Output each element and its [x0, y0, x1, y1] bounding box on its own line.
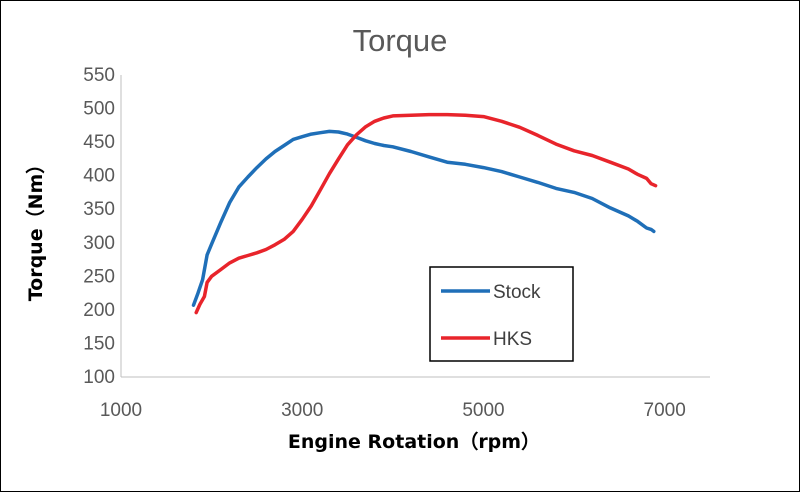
x-tick-label: 1000: [100, 400, 142, 421]
series-line-hks: [194, 112, 658, 315]
x-tick-label: 3000: [281, 400, 323, 421]
y-tick-label: 150: [83, 333, 115, 354]
x-tick-label: 7000: [644, 400, 686, 421]
legend-label-hks: HKS: [493, 329, 532, 350]
y-tick-label: 350: [83, 199, 115, 220]
x-axis-label: Engine Rotation（rpm）: [288, 430, 540, 453]
y-tick-label: 450: [83, 132, 115, 153]
x-tick-label: 5000: [462, 400, 504, 421]
legend-box: [429, 266, 574, 362]
y-tick-label: 100: [83, 367, 115, 388]
legend: Stock HKS: [429, 266, 574, 362]
y-tick-label: 250: [83, 266, 115, 287]
y-tick-labels: 100 150 200 250 300 350 400 450 500 550: [83, 65, 115, 388]
y-axis-label: Torque（Nm）: [24, 155, 47, 302]
y-tick-label: 500: [83, 99, 115, 120]
y-tick-label: 200: [83, 300, 115, 321]
series-line-stock: [191, 129, 656, 307]
y-tick-label: 300: [83, 233, 115, 254]
legend-label-stock: Stock: [493, 282, 541, 303]
x-tick-labels: 1000 3000 5000 7000: [100, 400, 686, 421]
y-tick-label: 550: [83, 65, 115, 86]
series-layer: [191, 112, 658, 315]
chart-title: Torque: [353, 23, 448, 58]
y-tick-label: 400: [83, 166, 115, 187]
